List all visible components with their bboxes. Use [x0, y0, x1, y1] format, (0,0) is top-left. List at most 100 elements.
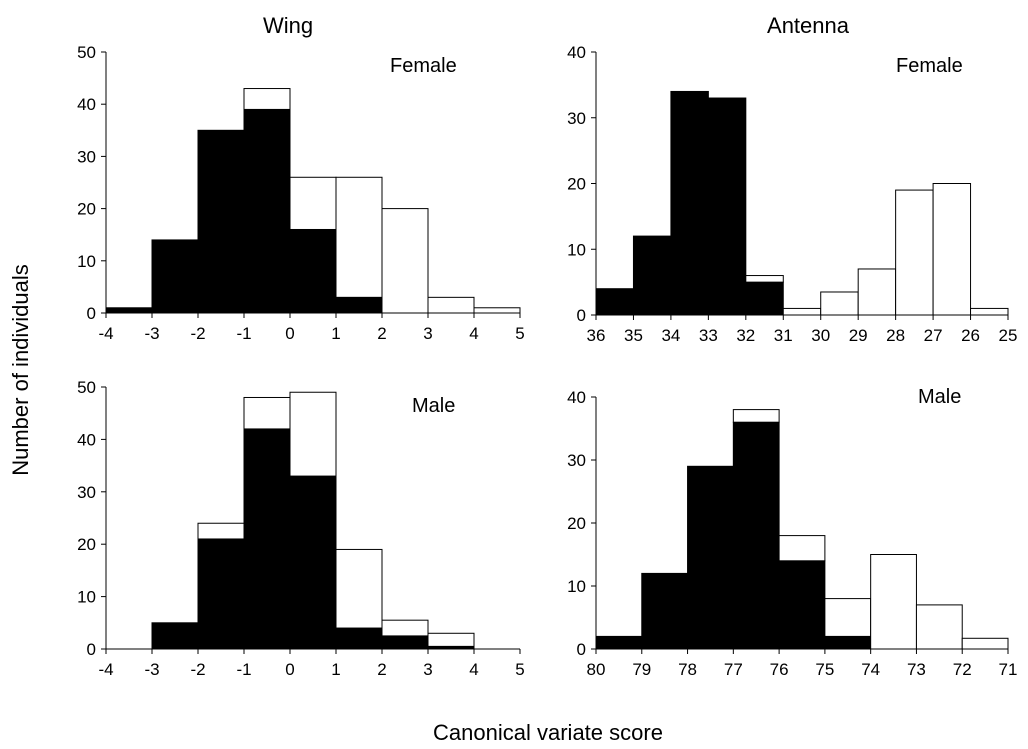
x-tick-label-2: 78: [678, 660, 697, 679]
x-tick-label-1: -3: [144, 660, 159, 679]
y-tick-label-0: 0: [87, 640, 96, 659]
y-tick-label-4: 40: [567, 388, 586, 407]
panel-antenna-female: 0 10 20 30 40 36 35 34 33 32 31 30 29 28 27 26 25 Female: [567, 43, 1017, 345]
y-axis-title: Number of individuals: [8, 264, 33, 476]
bar-white-4: [745, 275, 784, 283]
x-tick-label-6: 30: [811, 326, 830, 345]
x-tick-label-5: 31: [774, 326, 793, 345]
y-tick-label-2: 20: [567, 514, 586, 533]
sex-label: Male: [918, 386, 961, 408]
bar-white-7: [427, 296, 475, 314]
sex-label: Female: [390, 55, 457, 77]
bar-white-3: [243, 88, 291, 110]
bar-black-3: [732, 421, 780, 650]
y-tick-label-3: 30: [77, 147, 96, 166]
bar-white-6: [870, 554, 917, 650]
y-tick-label-3: 30: [567, 109, 586, 128]
y-tick-label-5: 50: [77, 378, 96, 397]
y-tick-label-2: 20: [77, 535, 96, 554]
bar-white-5: [335, 548, 383, 629]
y-tick-label-0: 0: [577, 640, 586, 659]
bar-black-5: [335, 627, 383, 650]
x-axis-title: Canonical variate score: [433, 720, 663, 745]
x-tick-label-7: 3: [423, 324, 432, 343]
panel-wing-male: 0 10 20 30 40 50 -4 -3 -2 -1 0 1 2 3 4 5 Male: [77, 378, 525, 679]
bar-black-4: [745, 281, 784, 316]
bar-black-1: [151, 239, 199, 314]
bar-white-10: [970, 307, 1009, 316]
column-title-wing: Wing: [263, 13, 313, 38]
x-tick-label-0: -4: [98, 660, 113, 679]
x-tick-label-3: 33: [699, 326, 718, 345]
bar-white-5: [335, 176, 383, 298]
bar-black-4: [289, 475, 337, 650]
column-title-antenna: Antenna: [767, 13, 850, 38]
x-tick-label-1: 79: [632, 660, 651, 679]
y-tick-label-1: 10: [77, 252, 96, 271]
bar-white-5: [824, 598, 872, 637]
bar-white-4: [289, 391, 337, 477]
bar-white-9: [932, 183, 972, 316]
y-tick-label-1: 10: [567, 240, 586, 259]
bar-black-3: [707, 97, 747, 316]
y-tick-label-2: 20: [77, 200, 96, 219]
x-tick-label-3: -1: [236, 324, 251, 343]
bar-white-4: [778, 535, 826, 562]
bar-white-8: [895, 189, 934, 316]
x-tick-label-10: 26: [961, 326, 980, 345]
sex-label: Female: [896, 55, 963, 77]
x-tick-label-4: 0: [285, 324, 294, 343]
y-tick-label-2: 20: [567, 175, 586, 194]
y-tick-label-4: 40: [77, 430, 96, 449]
x-tick-label-3: 77: [724, 660, 743, 679]
bar-black-1: [632, 235, 672, 316]
bar-black-4: [778, 560, 826, 650]
x-tick-label-7: 3: [423, 660, 432, 679]
bar-black-5: [335, 296, 383, 314]
x-tick-label-0: 80: [587, 660, 606, 679]
bar-black-2: [197, 129, 245, 314]
y-tick-label-1: 10: [77, 588, 96, 607]
x-tick-label-0: 36: [587, 326, 606, 345]
x-tick-label-4: 76: [770, 660, 789, 679]
bar-black-6: [381, 635, 429, 650]
x-tick-label-9: 27: [924, 326, 943, 345]
x-tick-label-2: -2: [190, 660, 205, 679]
x-tick-label-5: 1: [331, 324, 340, 343]
x-tick-label-5: 75: [815, 660, 834, 679]
x-tick-label-7: 73: [907, 660, 926, 679]
bar-white-7: [427, 632, 475, 647]
x-tick-label-0: -4: [98, 324, 113, 343]
bar-black-2: [687, 465, 734, 650]
bar-black-5: [824, 635, 872, 650]
bar-white-6: [381, 208, 429, 314]
bar-black-0: [595, 635, 643, 650]
panel-wing-female: 0 10 20 30 40 50 -4 -3 -2 -1 0 1 2 3 4 5 Female: [77, 43, 525, 343]
x-tick-label-2: -2: [190, 324, 205, 343]
x-tick-label-6: 74: [861, 660, 880, 679]
y-tick-label-0: 0: [87, 304, 96, 323]
bar-white-4: [289, 176, 337, 230]
sex-label: Male: [412, 395, 455, 417]
y-tick-label-0: 0: [577, 306, 586, 325]
bar-black-2: [670, 90, 709, 316]
y-tick-label-4: 40: [77, 95, 96, 114]
y-tick-label-5: 50: [77, 43, 96, 62]
bar-black-4: [289, 228, 337, 314]
bar-white-8: [961, 637, 1009, 650]
y-tick-label-4: 40: [567, 43, 586, 62]
x-tick-label-2: 34: [661, 326, 680, 345]
bar-white-3: [243, 396, 291, 430]
bar-white-6: [820, 291, 859, 316]
x-tick-label-3: -1: [236, 660, 251, 679]
bar-black-3: [243, 428, 291, 650]
bar-white-7: [915, 604, 963, 650]
x-tick-label-1: 35: [624, 326, 643, 345]
panel-antenna-male: 0 10 20 30 40 80 79 78 77 76 75 74 73 72 71 Male: [567, 386, 1017, 679]
x-tick-label-9: 5: [515, 660, 524, 679]
x-tick-label-4: 0: [285, 660, 294, 679]
x-tick-label-6: 2: [377, 324, 386, 343]
x-tick-label-6: 2: [377, 660, 386, 679]
bar-black-0: [595, 288, 634, 316]
